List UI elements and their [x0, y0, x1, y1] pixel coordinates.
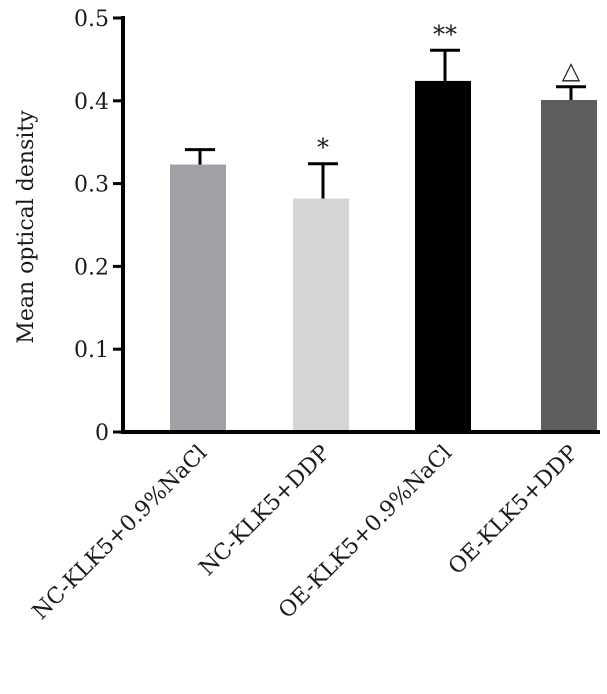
x-category-label: NC-KLK5+DDP [195, 440, 336, 581]
y-tick-label: 0.5 [74, 7, 109, 32]
y-axis-title: Mean optical density [14, 110, 39, 344]
y-tick-label: 0.4 [74, 90, 109, 115]
significance-marker: △ [562, 57, 581, 85]
x-category-label: OE-KLK5+DDP [444, 440, 583, 579]
bar [293, 198, 349, 432]
significance-marker: * [317, 134, 329, 162]
bar [170, 164, 226, 432]
y-tick-label: 0.1 [74, 338, 109, 363]
y-tick-label: 0 [95, 421, 109, 446]
significance-marker: ** [433, 20, 457, 48]
error-bars [185, 48, 586, 199]
bars [170, 80, 597, 433]
bar [541, 99, 597, 433]
x-axis-category-labels: NC-KLK5+0.9%NaClNC-KLK5+DDPOE-KLK5+0.9%N… [28, 440, 583, 624]
y-axis-ticks: 0 0.1 0.2 0.3 0.4 0.5 [74, 7, 123, 446]
significance-markers: ***△ [317, 20, 581, 161]
y-tick-label: 0.3 [74, 173, 109, 198]
y-tick-label: 0.2 [74, 255, 109, 280]
bar [415, 80, 471, 432]
x-category-label: NC-KLK5+0.9%NaCl [28, 441, 212, 625]
